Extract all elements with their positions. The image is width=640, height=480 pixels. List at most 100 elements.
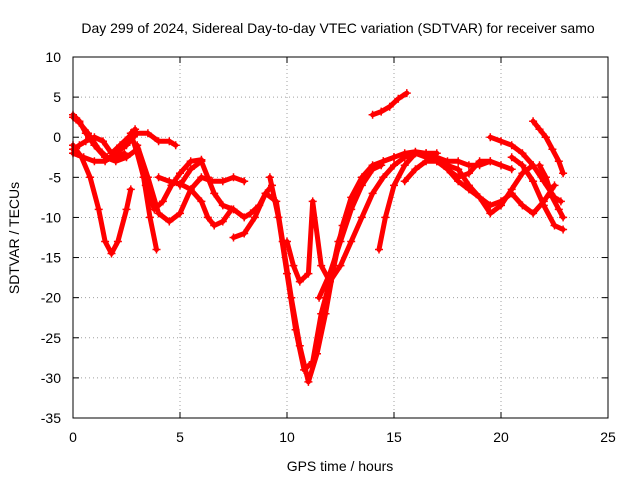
data-point [94,205,103,214]
data-point [186,185,195,194]
data-point [265,173,274,182]
data-point [518,161,527,170]
data-point [400,161,409,170]
data-point [422,157,431,166]
data-point [229,205,238,214]
data-point [375,245,383,254]
data-point [400,177,409,186]
x-tick-label: 5 [176,429,184,445]
data-point [90,157,99,166]
tick-labels: 0 5 10 15 20 25 10 5 0 -5 -10 -15 -20 -25 -30 -35 [41,49,616,445]
y-tick-label: -5 [49,169,62,185]
y-tick-label: -35 [41,410,61,426]
data-point [103,153,112,162]
data-point [197,197,206,206]
data-point [210,221,219,230]
data-point [218,201,227,210]
y-tick-label: -15 [41,250,61,266]
x-tick-label: 15 [386,429,402,445]
data-point [541,173,550,182]
data-point [133,141,142,150]
data-point [541,133,550,142]
data-point [218,177,227,186]
data-point [229,173,238,182]
data-point [86,173,95,182]
data-point [308,357,317,366]
data-point [529,209,538,218]
data-point [283,269,291,278]
data-point [548,193,557,202]
y-tick-label: -20 [41,290,61,306]
data-point [210,189,219,198]
data-point [99,137,107,146]
data-point [443,165,452,174]
series-line [376,150,515,252]
data-point [240,229,249,238]
data-point [379,157,388,166]
x-tick-label: 20 [493,429,509,445]
data-point [486,209,495,218]
y-tick-label: 5 [53,89,61,105]
data-point [325,269,334,278]
data-point [507,189,516,198]
data-point [518,201,527,210]
data-point [176,209,184,218]
data-point [377,107,386,116]
data-point [154,137,163,146]
data-point [165,217,174,226]
data-point [464,161,473,170]
data-point [336,237,345,246]
data-point [535,161,544,170]
data-point [165,137,174,146]
data-point [454,157,463,166]
data-point [529,117,538,126]
data-point [300,365,309,374]
data-point [381,213,390,222]
data-point [550,181,559,190]
x-tick-label: 10 [279,429,295,445]
data-point [475,157,484,166]
data-point [203,173,212,182]
data-point [559,225,568,234]
data-point [357,181,366,190]
data-point [554,205,563,214]
data-point [497,161,505,170]
data-point [454,165,463,174]
data-point [308,197,317,206]
data-point [218,217,227,226]
data-point [283,237,291,246]
data-point [559,213,568,222]
data-point [518,149,527,158]
data-point [75,118,84,127]
data-point [261,189,270,198]
data-point [122,141,131,150]
data-point [126,185,135,194]
data-point [171,141,180,150]
data-point [411,149,420,158]
x-tick-label: 25 [600,429,616,445]
data-point [315,293,324,302]
plot-border [72,56,609,419]
data-point [120,149,129,158]
data-point [289,261,298,270]
data-point [400,149,409,158]
data-point [176,169,184,178]
data-point [197,157,206,166]
data-point [464,185,473,194]
data-point [394,94,403,103]
data-point [390,181,398,190]
data-point [229,233,238,242]
data-point [94,145,103,154]
y-tick-label: 0 [53,129,61,145]
data-point [411,165,420,174]
x-tick-label: 0 [69,429,77,445]
chart-title: Day 299 of 2024, Sidereal Day-to-day VTE… [81,20,594,36]
data-point [250,213,259,222]
data-point [295,277,304,286]
data-point [246,209,255,218]
data-point [507,141,516,150]
data-point [158,197,167,206]
data-point [390,161,398,170]
